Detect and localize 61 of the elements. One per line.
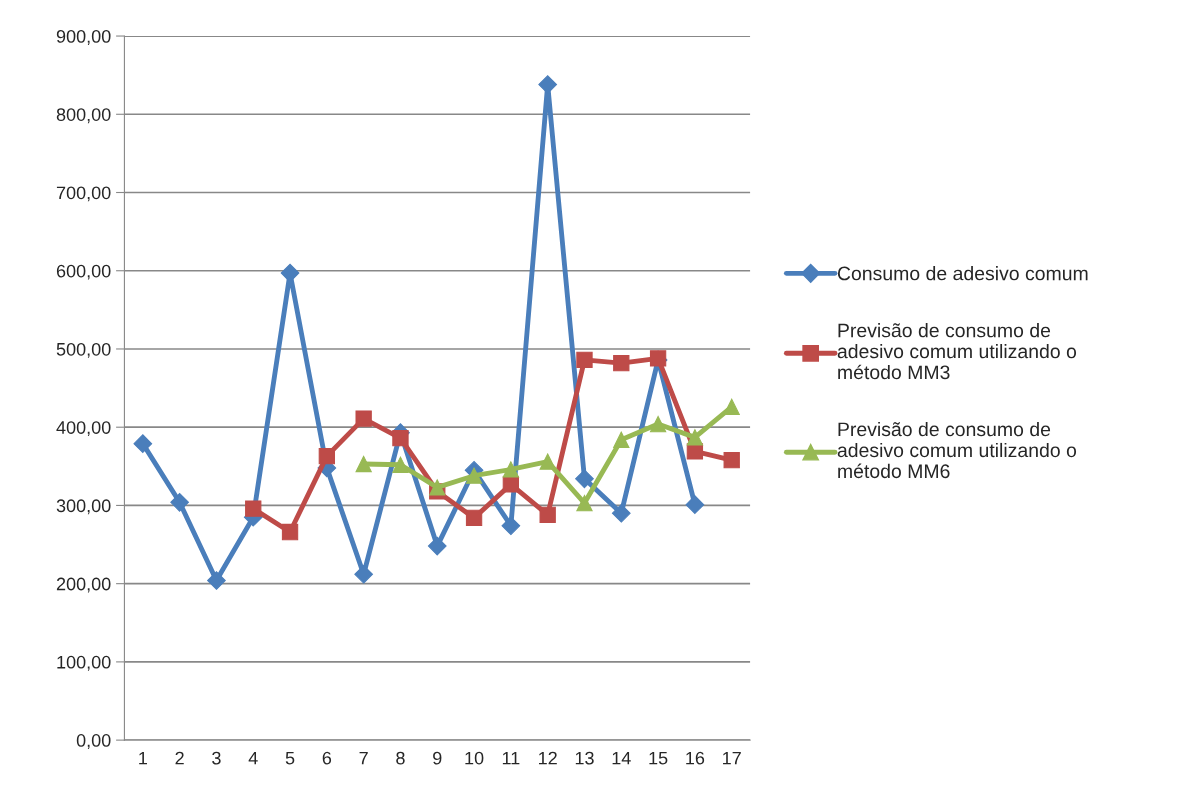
legend-label: Previsão de consumo de adesivo comum utilizando o método MM3 xyxy=(837,323,1077,380)
x-tick-label: 9 xyxy=(433,751,442,765)
point xyxy=(576,351,593,369)
point xyxy=(392,456,409,473)
point xyxy=(355,455,372,473)
y-tick-label: 300,00 xyxy=(56,499,111,515)
point xyxy=(685,495,705,515)
x-tick-label: 4 xyxy=(248,751,258,765)
y-tick-label: 0,00 xyxy=(76,734,111,749)
point xyxy=(465,467,483,484)
x-tick-label: 1 xyxy=(139,751,147,765)
legend-label: Consumo de adesivo comum xyxy=(837,266,1088,281)
point xyxy=(245,500,262,517)
point xyxy=(281,523,299,541)
x-tick-label: 13 xyxy=(575,751,594,765)
point xyxy=(723,451,740,469)
point xyxy=(613,431,630,448)
point xyxy=(354,564,374,584)
x-tick-label: 2 xyxy=(175,751,184,765)
x-tick-label: 12 xyxy=(539,751,557,765)
point xyxy=(318,447,336,465)
point xyxy=(539,506,556,523)
point xyxy=(649,415,667,433)
y-tick-label: 100,00 xyxy=(57,655,111,671)
y-tick-label: 200,00 xyxy=(56,577,111,593)
point xyxy=(427,536,447,556)
point xyxy=(170,492,189,512)
point xyxy=(429,479,446,496)
y-tick-label: 600,00 xyxy=(56,264,111,280)
x-tick-label: 16 xyxy=(686,751,705,765)
point xyxy=(501,516,521,536)
point xyxy=(465,509,483,527)
point xyxy=(576,494,593,512)
legend-label: Previsão de consumo de adesivo comum utilizando o método MM6 xyxy=(837,421,1077,479)
x-tick-label: 7 xyxy=(359,751,368,765)
x-tick-label: 17 xyxy=(723,751,741,765)
x-tick-label: 15 xyxy=(649,751,668,765)
point xyxy=(575,469,594,489)
point xyxy=(538,75,558,94)
x-tick-label: 8 xyxy=(396,751,405,765)
point xyxy=(280,263,300,283)
point xyxy=(392,429,409,447)
point xyxy=(133,434,153,453)
x-tick-label: 6 xyxy=(322,751,332,765)
x-tick-label: 3 xyxy=(212,751,221,765)
x-tick-label: 11 xyxy=(502,751,520,765)
y-tick-label: 800,00 xyxy=(56,108,111,124)
y-tick-label: 400,00 xyxy=(56,421,111,437)
point xyxy=(613,354,630,372)
point xyxy=(355,410,372,427)
point xyxy=(611,503,631,523)
point xyxy=(207,571,226,590)
x-tick-label: 10 xyxy=(465,751,484,765)
x-tick-label: 5 xyxy=(285,751,295,765)
point xyxy=(502,461,520,478)
point xyxy=(539,453,556,470)
y-tick-label: 500,00 xyxy=(56,342,111,358)
y-tick-label: 900,00 xyxy=(56,29,111,45)
x-tick-label: 14 xyxy=(612,751,631,765)
point xyxy=(686,429,704,446)
y-tick-label: 700,00 xyxy=(56,186,111,202)
